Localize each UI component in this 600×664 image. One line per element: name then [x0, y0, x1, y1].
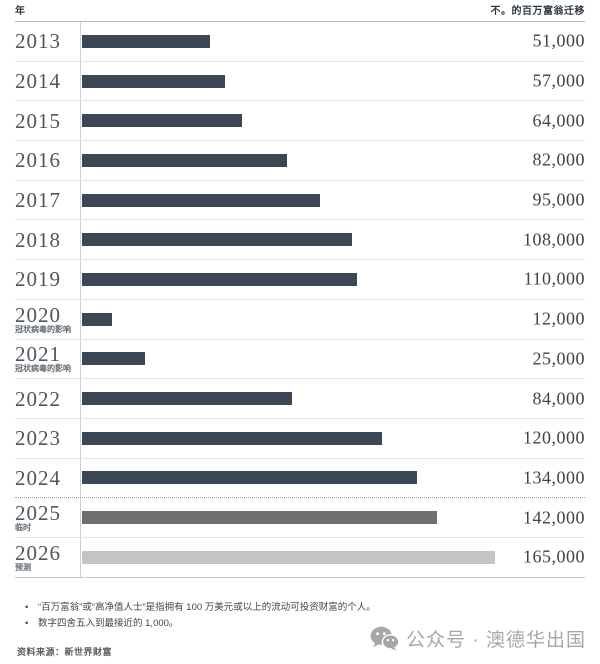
wechat-icon — [370, 626, 400, 651]
chart-row: 2016 82,000 — [15, 141, 585, 181]
value-label: 142,000 — [523, 507, 585, 528]
chart-row: 2019 110,000 — [15, 260, 585, 300]
bar — [82, 392, 293, 406]
year-label: 2023 — [15, 426, 61, 451]
value-label: 108,000 — [523, 229, 585, 250]
year-label: 2022 — [15, 386, 61, 411]
year-label: 2025 — [15, 501, 61, 526]
watermark-text: 公众号 · 澳德华出国 — [406, 630, 586, 651]
year-label: 2015 — [15, 108, 61, 133]
year-label: 2026 — [15, 540, 61, 565]
year-sub-label: 冠状病毒的影响 — [15, 324, 71, 334]
year-label: 2024 — [15, 465, 61, 490]
year-sub-label: 预测 — [15, 562, 31, 572]
year-label: 2014 — [15, 69, 61, 93]
value-label: 64,000 — [532, 110, 585, 131]
bar — [82, 431, 383, 445]
chart-header: 年 不。的百万富翁迁移 — [15, 0, 585, 22]
chart-row: 2018 108,000 — [15, 220, 585, 261]
value-label: 110,000 — [523, 268, 585, 289]
year-label-group: 2026 预测 — [15, 542, 80, 573]
x-axis-title: 不。的百万富翁迁移 — [490, 6, 585, 17]
bar — [82, 114, 243, 128]
chart-row: 2026 预测 165,000 — [15, 538, 585, 578]
year-label-group: 2023 — [15, 427, 80, 449]
bullet-icon: • — [25, 601, 29, 613]
year-label: 2016 — [15, 148, 61, 173]
value-label: 57,000 — [532, 70, 585, 91]
value-label: 120,000 — [523, 427, 585, 448]
footnote: • “百万富翁”或“高净值人士”是指拥有 100 万美元或以上的流动可投资财富的个… — [25, 600, 585, 616]
year-label: 2017 — [15, 188, 61, 213]
watermark: 公众号 · 澳德华出国 — [370, 625, 586, 652]
year-label-group: 2021 冠状病毒的影响 — [15, 343, 80, 374]
chart-row: 2022 84,000 — [15, 379, 585, 419]
footnote-text: 数字四舍五入到最接近的 1,000。 — [38, 617, 179, 629]
bar — [82, 74, 225, 88]
bar — [82, 233, 353, 247]
year-label-group: 2017 — [15, 189, 80, 211]
chart-row: 2013 51,000 — [15, 22, 585, 62]
year-label-group: 2013 — [15, 30, 80, 52]
chart-row: 2023 120,000 — [15, 419, 585, 459]
bar — [82, 272, 358, 286]
value-label: 134,000 — [523, 467, 585, 488]
footnote: • 数字四舍五入到最接近的 1,000。 — [25, 616, 585, 632]
source-label: 资料来源：新世界财富 — [17, 647, 113, 657]
value-label: 82,000 — [532, 149, 585, 170]
chart-row: 2017 95,000 — [15, 181, 585, 221]
bar — [82, 511, 438, 525]
chart-row: 2014 57,000 — [15, 62, 585, 102]
footnote-text: “百万富翁”或“高净值人士”是指拥有 100 万美元或以上的流动可投资财富的个人… — [38, 601, 376, 613]
value-label: 51,000 — [532, 30, 585, 51]
year-label-group: 2025 临时 — [15, 502, 80, 533]
value-label: 25,000 — [532, 348, 585, 369]
bar — [82, 550, 495, 564]
year-sub-label: 临时 — [15, 523, 31, 533]
chart-row: 2025 临时 142,000 — [15, 498, 585, 538]
value-label: 95,000 — [532, 189, 585, 210]
year-label-group: 2014 — [15, 70, 80, 92]
year-label: 2019 — [15, 267, 61, 292]
chart-row: 2015 64,000 — [15, 101, 585, 142]
footnotes: • “百万富翁”或“高净值人士”是指拥有 100 万美元或以上的流动可投资财富的个… — [25, 600, 585, 632]
year-sub-label: 冠状病毒的影响 — [15, 364, 71, 374]
chart-row: 2021 冠状病毒的影响 25,000 — [15, 340, 585, 380]
y-axis-line — [80, 22, 81, 578]
year-label-group: 2016 — [15, 149, 80, 171]
bar — [82, 312, 113, 326]
chart-rows: 2013 51,000 2014 57,000 2015 64,000 2016 82,000… — [15, 22, 585, 578]
year-label-group: 2020 冠状病毒的影响 — [15, 304, 80, 335]
y-axis-title: 年 — [15, 6, 26, 17]
year-label: 2013 — [15, 29, 61, 54]
year-label-group: 2019 — [15, 268, 80, 290]
bar — [82, 352, 145, 366]
bar-chart: 2013 51,000 2014 57,000 2015 64,000 2016 82,000… — [15, 22, 585, 578]
year-label-group: 2015 — [15, 110, 80, 132]
bar — [82, 153, 288, 167]
value-label: 84,000 — [532, 388, 585, 409]
value-label: 12,000 — [532, 308, 585, 329]
year-label: 2018 — [15, 227, 61, 252]
bar — [82, 471, 418, 485]
year-label-group: 2024 — [15, 467, 80, 489]
year-label: 2021 — [15, 342, 61, 367]
bullet-icon: • — [25, 617, 29, 629]
year-label-group: 2022 — [15, 386, 80, 411]
value-label: 165,000 — [523, 546, 585, 567]
year-label-group: 2018 — [15, 229, 80, 251]
bar — [82, 34, 210, 48]
year-label: 2020 — [15, 302, 61, 327]
chart-row: 2024 134,000 — [15, 459, 585, 499]
bar — [82, 193, 320, 207]
chart-row: 2020 冠状病毒的影响 12,000 — [15, 300, 585, 340]
